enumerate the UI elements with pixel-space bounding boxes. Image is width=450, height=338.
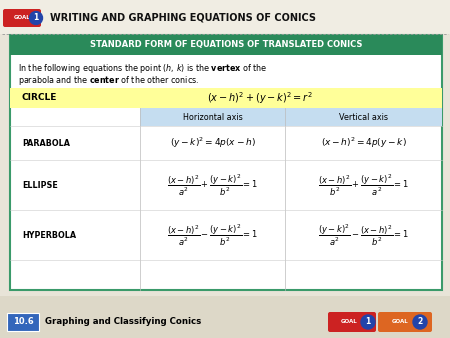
Text: parabola and the $\mathbf{center}$ of the other conics.: parabola and the $\mathbf{center}$ of th… [18, 74, 199, 87]
Text: PARABOLA: PARABOLA [22, 139, 70, 147]
Text: WRITING AND GRAPHING EQUATIONS OF CONICS: WRITING AND GRAPHING EQUATIONS OF CONICS [50, 13, 316, 23]
Text: 1: 1 [33, 14, 39, 23]
FancyBboxPatch shape [378, 312, 432, 332]
Text: Vertical axis: Vertical axis [339, 113, 388, 121]
Circle shape [413, 315, 427, 329]
FancyBboxPatch shape [10, 88, 442, 108]
Text: GOAL: GOAL [14, 15, 31, 20]
Text: $\dfrac{(x-h)^2}{b^2} + \dfrac{(y-k)^2}{a^2} = 1$: $\dfrac{(x-h)^2}{b^2} + \dfrac{(y-k)^2}{… [318, 172, 409, 198]
FancyBboxPatch shape [140, 108, 442, 126]
FancyBboxPatch shape [3, 9, 41, 27]
Text: $(x - h)^2 + (y - k)^2 = r^2$: $(x - h)^2 + (y - k)^2 = r^2$ [207, 90, 313, 106]
Text: $(x - h)^2 = 4p(y - k)$: $(x - h)^2 = 4p(y - k)$ [320, 136, 406, 150]
Circle shape [361, 315, 375, 329]
FancyBboxPatch shape [0, 0, 450, 34]
FancyBboxPatch shape [7, 313, 39, 331]
Circle shape [30, 11, 42, 24]
Text: $(y - k)^2 = 4p(x - h)$: $(y - k)^2 = 4p(x - h)$ [170, 136, 256, 150]
Text: STANDARD FORM OF EQUATIONS OF TRANSLATED CONICS: STANDARD FORM OF EQUATIONS OF TRANSLATED… [90, 41, 362, 49]
Text: 10.6: 10.6 [13, 317, 33, 326]
Text: CIRCLE: CIRCLE [22, 94, 58, 102]
Text: HYPERBOLA: HYPERBOLA [22, 231, 76, 240]
Text: $\dfrac{(x-h)^2}{a^2} - \dfrac{(y-k)^2}{b^2} = 1$: $\dfrac{(x-h)^2}{a^2} - \dfrac{(y-k)^2}{… [167, 222, 258, 248]
Text: 1: 1 [365, 317, 371, 327]
Text: $\dfrac{(x-h)^2}{a^2} + \dfrac{(y-k)^2}{b^2} = 1$: $\dfrac{(x-h)^2}{a^2} + \dfrac{(y-k)^2}{… [167, 172, 258, 198]
FancyBboxPatch shape [10, 35, 442, 290]
Text: ELLIPSE: ELLIPSE [22, 180, 58, 190]
FancyBboxPatch shape [0, 296, 450, 338]
Text: In the following equations the point ($\mathit{h}$, $\mathit{k}$) is the $\mathb: In the following equations the point ($\… [18, 62, 268, 75]
Text: GOAL: GOAL [341, 319, 358, 324]
Text: 2: 2 [418, 317, 423, 327]
Text: Graphing and Classifying Conics: Graphing and Classifying Conics [45, 317, 201, 326]
FancyBboxPatch shape [10, 35, 442, 55]
Text: GOAL: GOAL [392, 319, 409, 324]
Text: $\dfrac{(y-k)^2}{a^2} - \dfrac{(x-h)^2}{b^2} = 1$: $\dfrac{(y-k)^2}{a^2} - \dfrac{(x-h)^2}{… [318, 222, 409, 248]
Text: Horizontal axis: Horizontal axis [183, 113, 243, 121]
FancyBboxPatch shape [328, 312, 376, 332]
